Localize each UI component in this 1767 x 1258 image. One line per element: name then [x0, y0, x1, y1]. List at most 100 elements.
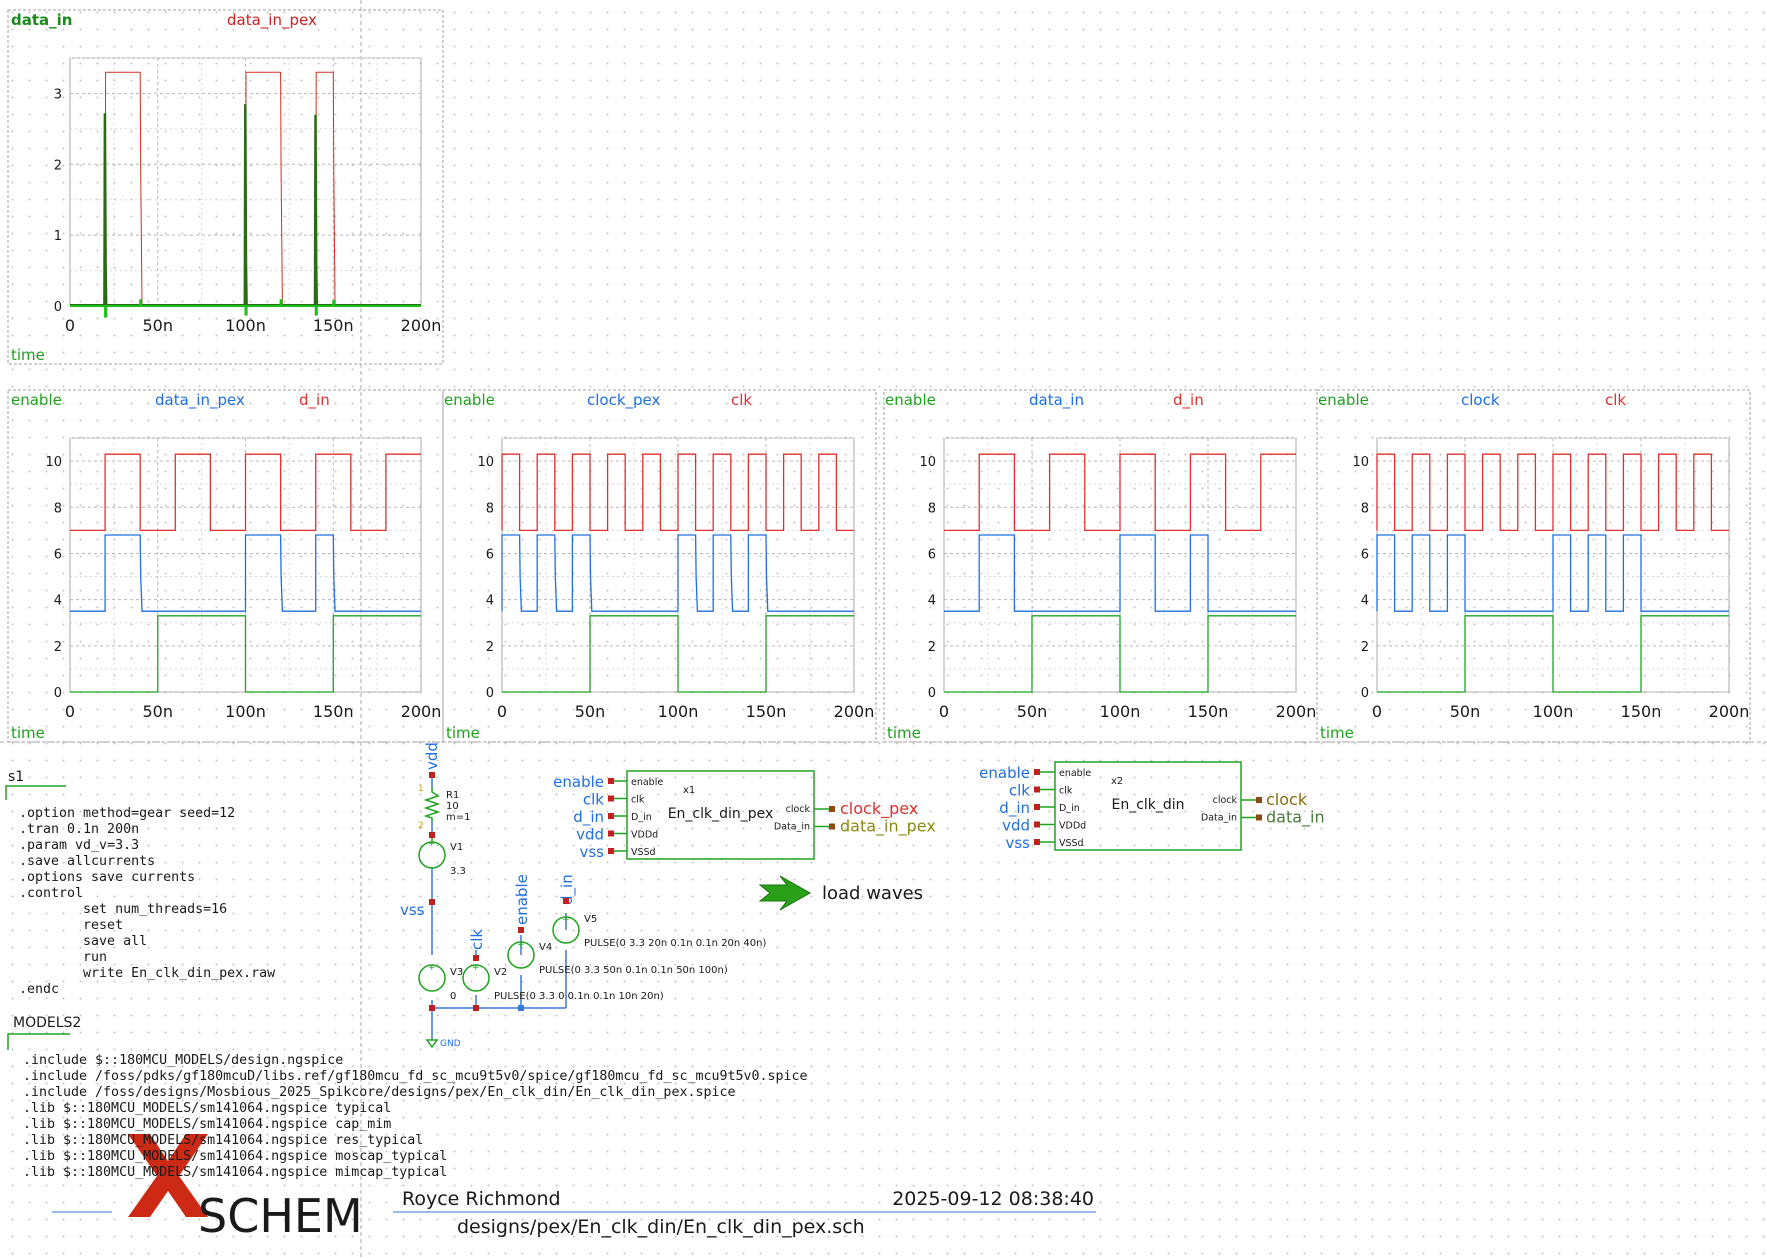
code-block-s1-title: s1 — [8, 769, 24, 785]
x-tick-label: 100n — [658, 702, 699, 721]
x-tick-label: 100n — [225, 702, 266, 721]
x-tick-label: 150n — [313, 702, 354, 721]
net-label-clk[interactable]: clk — [1009, 782, 1030, 800]
series-line-data-in-spikes — [70, 299, 421, 318]
net-label-data-in-pex[interactable]: data_in_pex — [840, 817, 936, 837]
net-label-vdd[interactable]: vdd — [423, 742, 441, 770]
y-tick-label: 2 — [1361, 640, 1369, 655]
graph-data-in-pex[interactable]: 0 50n 100n 150n 200n 0 2 4 6 8 10 enable data_in_pex… — [7, 389, 444, 743]
code-block-models-marker — [7, 1033, 70, 1050]
x-tick-label: 0 — [1372, 702, 1382, 721]
legend-entry: clk — [731, 391, 752, 409]
pin-marker — [1256, 814, 1262, 821]
net-label-d-in[interactable]: d_in — [999, 799, 1030, 818]
net-label-clock[interactable]: clock — [1266, 790, 1308, 809]
series-line-clk — [1376, 453, 1729, 532]
graph-data-in[interactable]: 0 50n 100n 150n 200n 0 2 4 6 8 10 enable data_in d_in… — [883, 389, 1318, 743]
net-label-vdd[interactable]: vdd — [1002, 817, 1030, 835]
svg-text:+: + — [428, 963, 436, 973]
vsource-v5[interactable]: + V5 PULSE(0 3.3 20n 0.1n 0.1n 20n 40n) … — [552, 874, 766, 949]
vsource-v2[interactable]: + V2 PULSE(0 3.3 0 0.1n 0.1n 10n 20n) cl… — [462, 929, 664, 1002]
y-tick-label: 6 — [928, 547, 936, 562]
net-label-clk[interactable]: clk — [583, 791, 604, 809]
net-label-enable[interactable]: enable — [513, 874, 531, 925]
y-tick-label: 0 — [54, 300, 62, 315]
y-tick-label: 8 — [54, 501, 62, 516]
x-tick-label: 200n — [834, 702, 875, 721]
pin-label: VDDd — [631, 830, 658, 841]
svg-text:V5: V5 — [584, 914, 597, 925]
title-date: 2025-09-12 08:38:40 — [892, 1188, 1094, 1210]
pin-marker — [608, 848, 614, 854]
pin-label: D_in — [631, 812, 652, 823]
x-tick-label: 0 — [939, 702, 949, 721]
vsource-v1[interactable]: + V1 3.3 — [418, 835, 466, 877]
y-tick-label: 2 — [54, 158, 62, 173]
series-line-data-in-pex — [70, 534, 421, 612]
y-tick-label: 1 — [54, 229, 62, 244]
net-label-enable[interactable]: enable — [553, 773, 604, 791]
subcircuit-body — [626, 770, 815, 860]
svg-text:GND: GND — [440, 1039, 461, 1049]
legend-entry: clk — [1605, 391, 1626, 409]
x-tick-label: 200n — [1709, 702, 1750, 721]
series-line-enable — [1377, 615, 1729, 693]
y-tick-label: 2 — [928, 640, 936, 655]
svg-text:3.3: 3.3 — [450, 866, 466, 877]
pin-label: clk — [1059, 786, 1073, 797]
y-tick-label: 2 — [486, 640, 494, 655]
load-waves-label[interactable]: load waves — [822, 883, 923, 904]
x-tick-label: 150n — [746, 702, 787, 721]
wires — [431, 775, 567, 1040]
series-line-d-in — [70, 453, 421, 532]
y-tick-label: 8 — [486, 501, 494, 516]
x-tick-label: 150n — [1188, 702, 1229, 721]
y-tick-label: 4 — [928, 594, 936, 609]
y-tick-label: 4 — [1361, 594, 1369, 609]
code-block-s1[interactable]: s1 — [5, 769, 66, 800]
y-tick-label: 10 — [919, 455, 936, 470]
code-block-s1-marker — [5, 785, 66, 800]
y-tick-label: 8 — [928, 501, 936, 516]
x-tick-label: 100n — [1100, 702, 1141, 721]
net-label-data-in[interactable]: data_in — [1266, 808, 1325, 828]
graph-clock[interactable]: 0 50n 100n 150n 200n 0 2 4 6 8 10 enable clock clk tim… — [1316, 389, 1751, 743]
cell-name: En_clk_din_pex — [668, 806, 774, 822]
net-label-enable[interactable]: enable — [979, 764, 1030, 782]
x-tick-label: 50n — [143, 316, 174, 335]
vsource-v3[interactable]: + V3 0 — [418, 963, 463, 1002]
y-tick-label: 3 — [54, 87, 62, 102]
resistor-r1[interactable]: R1 10 m=1 1 2 — [418, 784, 470, 831]
net-label-vdd[interactable]: vdd — [576, 826, 604, 844]
net-label-vss[interactable]: vss — [400, 901, 425, 919]
legend-entry: clock_pex — [587, 391, 661, 410]
gnd-symbol[interactable]: GND — [425, 1039, 461, 1049]
net-label-clk[interactable]: clk — [468, 929, 486, 950]
svg-text:R1: R1 — [446, 790, 459, 801]
pin-label: VSSd — [631, 847, 656, 858]
graph-data-in[interactable]: 0 50n 100n 150n 200n 0 1 2 3 data_in data_in_pexti… — [7, 9, 444, 365]
graph-clock-pex[interactable]: 0 50n 100n 150n 200n 0 2 4 6 8 10 enable clock_pex cl… — [442, 389, 877, 743]
legend-entry: enable — [11, 391, 62, 409]
series-line-clk — [501, 453, 854, 532]
net-label-vss[interactable]: vss — [579, 843, 604, 861]
subcircuit-x2[interactable]: x2En_clk_dinenableenableclkclkD_ind_inVD… — [979, 761, 1325, 852]
net-label-d-in[interactable]: d_in — [573, 808, 604, 827]
pin-label: VSSd — [1059, 838, 1084, 849]
legend-entry: data_in — [1029, 391, 1084, 410]
pin-marker — [1256, 797, 1262, 803]
net-label-clock-pex[interactable]: clock_pex — [840, 799, 918, 819]
x-tick-label: 50n — [1017, 702, 1048, 721]
series-line-enable — [944, 615, 1296, 693]
title-author: Royce Richmond — [402, 1188, 561, 1210]
net-label-vss[interactable]: vss — [1005, 834, 1030, 852]
code-block-models[interactable]: MODELS2 — [7, 1015, 81, 1050]
subcircuit-x1[interactable]: x1En_clk_din_pexenableenableclkclkD_ind_… — [553, 770, 936, 861]
x-axis-label: time — [446, 724, 480, 742]
vsource-v4[interactable]: + V4 PULSE(0 3.3 50n 0.1n 0.1n 50n 100n)… — [507, 874, 728, 976]
load-waves-button[interactable]: load waves — [758, 875, 923, 911]
x-tick-label: 150n — [313, 316, 354, 335]
legend-entry: data_in_pex — [227, 11, 317, 30]
net-label-d-in[interactable]: d_in — [558, 874, 577, 905]
